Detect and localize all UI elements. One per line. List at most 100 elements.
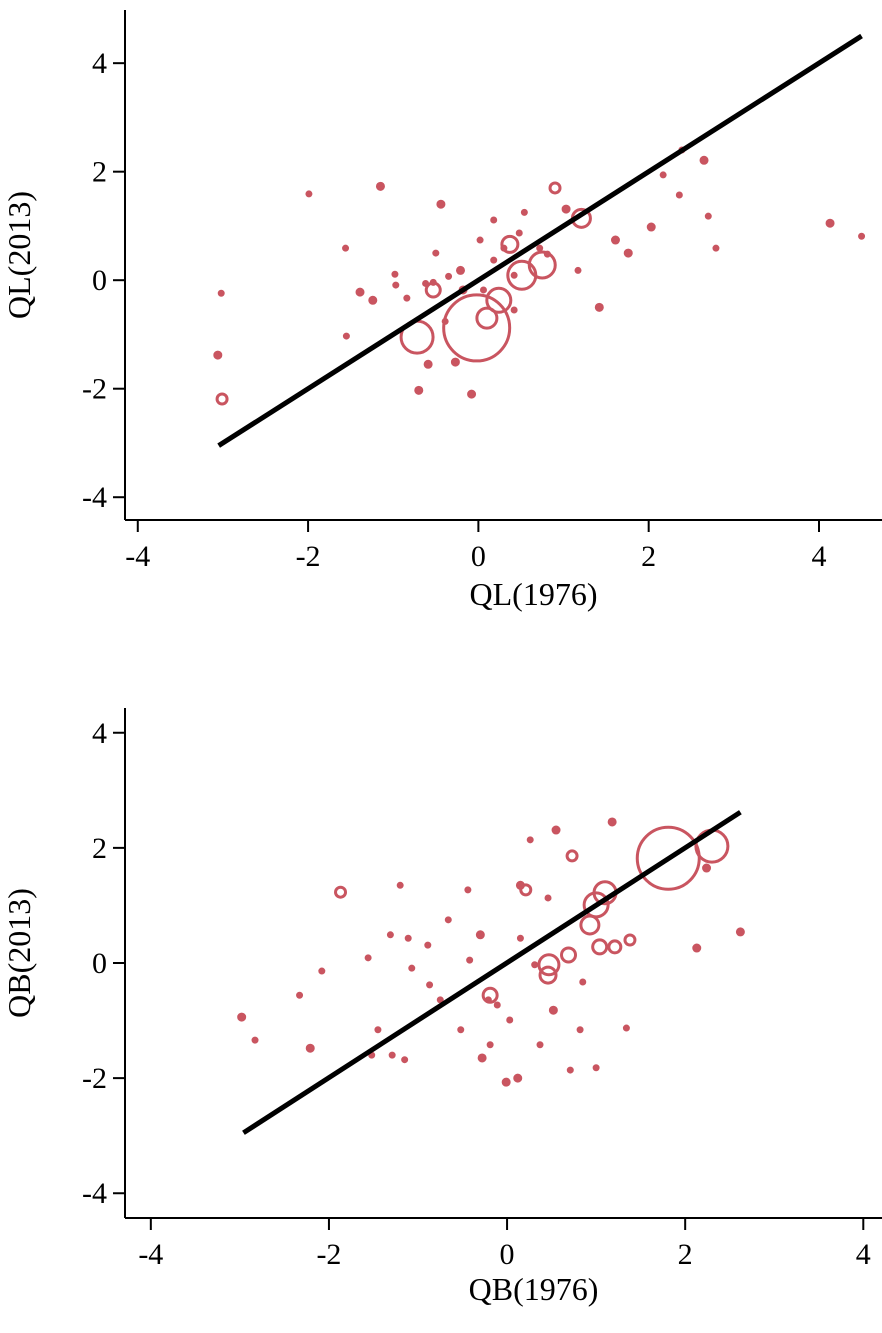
y-tick-label: 0 — [92, 947, 107, 980]
point — [543, 250, 551, 258]
point — [591, 938, 609, 956]
point — [441, 317, 449, 325]
point — [526, 836, 534, 844]
fit-line — [242, 810, 742, 1135]
point — [506, 1016, 514, 1024]
point — [318, 967, 326, 975]
point — [659, 171, 667, 179]
point — [594, 302, 604, 312]
point — [490, 216, 498, 224]
point — [490, 256, 498, 264]
point — [475, 306, 499, 330]
point — [515, 229, 523, 237]
point — [401, 1056, 409, 1064]
y-axis-label: QL(2013) — [1, 191, 37, 319]
x-tick-label: 2 — [678, 1238, 693, 1271]
point — [429, 278, 437, 286]
point — [464, 886, 472, 894]
point — [520, 208, 528, 216]
point — [368, 295, 378, 305]
y-tick-label: 4 — [92, 47, 107, 80]
x-tick-label: 4 — [856, 1238, 871, 1271]
chart-panel: -4 -2 0 2 4 -4 -2 0 2 4 QL(1976) QL(2013) — [1, 10, 882, 612]
point — [388, 1051, 396, 1059]
x-tick-label: 0 — [500, 1238, 515, 1271]
point — [579, 978, 587, 986]
point — [702, 863, 712, 873]
point — [510, 306, 518, 314]
point — [544, 894, 552, 902]
point — [391, 270, 399, 278]
y-tick-label: -4 — [82, 1177, 107, 1210]
point — [386, 931, 394, 939]
point — [436, 199, 446, 209]
point — [392, 281, 400, 289]
point — [450, 357, 460, 367]
point — [477, 1053, 487, 1063]
point — [704, 212, 712, 220]
fit-line — [217, 33, 863, 448]
point — [513, 1073, 523, 1083]
point — [486, 1041, 494, 1049]
x-tick-label: 0 — [471, 540, 486, 573]
point — [510, 271, 518, 279]
point — [561, 204, 571, 214]
point — [445, 272, 453, 280]
y-tick-label: -2 — [82, 1062, 107, 1095]
point — [305, 190, 313, 198]
point — [536, 1041, 544, 1049]
point — [342, 244, 350, 252]
point — [592, 1064, 600, 1072]
point — [712, 244, 720, 252]
point — [551, 825, 561, 835]
point — [342, 332, 350, 340]
x-axis-label: QL(1976) — [470, 576, 598, 612]
point — [475, 930, 485, 940]
point — [251, 1036, 259, 1044]
point — [296, 991, 304, 999]
y-tick-label: -4 — [82, 481, 107, 514]
point — [364, 954, 372, 962]
x-tick-label: -2 — [316, 1238, 341, 1271]
x-tick-label: -2 — [296, 540, 321, 573]
point — [576, 1026, 584, 1034]
point — [537, 953, 561, 977]
x-tick-label: -4 — [138, 1238, 163, 1271]
y-tick-label: 2 — [92, 156, 107, 189]
point — [374, 1026, 382, 1034]
point — [334, 885, 348, 899]
point — [424, 941, 432, 949]
point — [426, 981, 434, 989]
y-tick-label: 0 — [92, 264, 107, 297]
point — [560, 946, 578, 964]
point — [479, 286, 487, 294]
point — [403, 294, 411, 302]
point — [579, 914, 601, 936]
point — [396, 881, 404, 889]
point — [408, 964, 416, 972]
point — [623, 248, 633, 258]
point — [607, 817, 617, 827]
point — [607, 939, 623, 955]
point — [565, 849, 579, 863]
point — [305, 1043, 315, 1053]
point — [566, 1066, 574, 1074]
x-tick-label: 4 — [811, 540, 826, 573]
x-axis-label: QB(1976) — [469, 1271, 599, 1307]
point — [622, 1024, 630, 1032]
point — [548, 1005, 558, 1015]
point — [516, 934, 524, 942]
point — [858, 232, 866, 240]
point — [574, 266, 582, 274]
point — [675, 191, 683, 199]
point — [493, 1001, 501, 1009]
point — [699, 155, 709, 165]
point — [414, 385, 424, 395]
y-tick-label: 2 — [92, 832, 107, 865]
point — [531, 961, 539, 969]
point — [500, 234, 520, 254]
point — [476, 236, 484, 244]
point — [692, 943, 702, 953]
